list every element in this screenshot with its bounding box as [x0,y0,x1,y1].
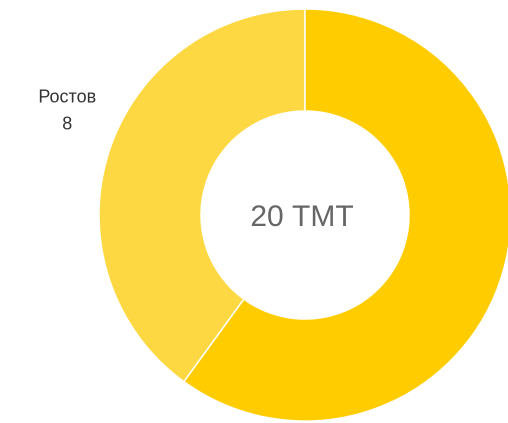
donut-segment [98,8,306,383]
segment-value: 8 [62,113,72,133]
segment-label: Ростов [38,86,96,106]
donut-segment [182,8,508,422]
center-label: 20 ТМТ [250,200,353,233]
